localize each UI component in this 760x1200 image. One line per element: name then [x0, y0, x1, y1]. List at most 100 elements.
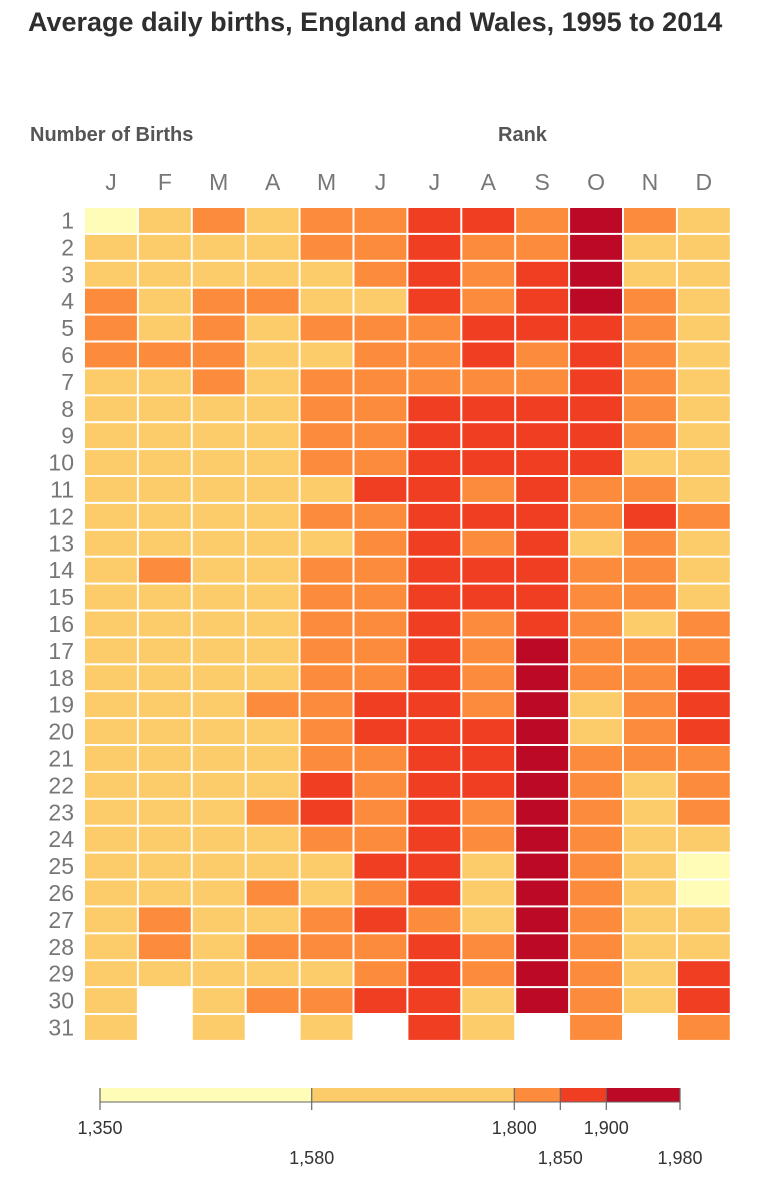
heatmap-cell: [516, 530, 569, 556]
heatmap-cell: [677, 477, 730, 502]
heatmap-cell: [300, 826, 353, 852]
heatmap-cell: [408, 772, 461, 798]
heatmap-cell: [138, 638, 191, 664]
heatmap-cell: [677, 719, 730, 744]
heatmap-cell: [192, 423, 245, 449]
heatmap-cell: [516, 799, 569, 825]
heatmap-cell: [462, 530, 515, 556]
heatmap-cell: [300, 288, 353, 314]
heatmap-cell: [85, 853, 137, 879]
heatmap-cell: [354, 423, 407, 449]
heatmap-cell: [677, 557, 730, 583]
heatmap-cell: [85, 530, 137, 556]
heatmap-cell: [516, 450, 569, 475]
heatmap-cell: [192, 315, 245, 341]
heatmap-cell: [408, 611, 461, 637]
heatmap-cell: [570, 853, 622, 879]
heatmap-cell: [516, 208, 569, 233]
heatmap-cell: [192, 692, 245, 718]
heatmap-cell: [192, 772, 245, 798]
day-label: 5: [61, 315, 74, 341]
day-label: 15: [48, 584, 74, 610]
heatmap-cell: [408, 934, 461, 960]
heatmap-cell: [624, 288, 676, 314]
heatmap-cell: [354, 772, 407, 798]
heatmap-cell: [677, 611, 730, 637]
heatmap-cell: [138, 907, 191, 933]
legend-swatch: [560, 1088, 607, 1102]
heatmap-cell: [192, 584, 245, 610]
heatmap-cell: [354, 961, 407, 987]
heatmap-cell: [354, 934, 407, 960]
heatmap-cell: [462, 477, 515, 502]
heatmap-cell: [192, 369, 245, 395]
heatmap-cell: [408, 853, 461, 879]
heatmap-cell: [677, 853, 730, 879]
heatmap-cell: [624, 826, 676, 852]
day-label: 29: [48, 961, 74, 987]
heatmap-cell: [246, 907, 299, 933]
heatmap-cell: [677, 288, 730, 314]
heatmap-cell: [516, 907, 569, 933]
heatmap-cell: [462, 369, 515, 395]
number-of-births-label: Number of Births: [30, 124, 194, 146]
heatmap-cell: [138, 396, 191, 422]
heatmap-cell: [408, 369, 461, 395]
heatmap-cell: [192, 503, 245, 529]
heatmap-cell: [624, 799, 676, 825]
heatmap-cell: [300, 665, 353, 691]
month-label: S: [534, 169, 549, 195]
heatmap-cell: [624, 961, 676, 987]
day-label: 30: [48, 988, 74, 1014]
heatmap-cell: [354, 746, 407, 771]
heatmap-cell: [624, 450, 676, 475]
heatmap-cell: [354, 880, 407, 906]
heatmap-cell: [570, 530, 622, 556]
heatmap-cell: [192, 988, 245, 1013]
heatmap-cell: [462, 880, 515, 906]
heatmap-cell: [85, 988, 137, 1013]
heatmap-cell: [138, 665, 191, 691]
heatmap-cell: [408, 799, 461, 825]
heatmap-cell: [570, 288, 622, 314]
heatmap-cell: [408, 423, 461, 449]
month-label: J: [429, 169, 441, 195]
heatmap-cell: [300, 234, 353, 260]
heatmap-cell: [570, 423, 622, 449]
heatmap-cell: [624, 746, 676, 771]
heatmap-cell: [624, 719, 676, 744]
heatmap-cell: [570, 772, 622, 798]
heatmap-cell: [516, 611, 569, 637]
heatmap-cell: [677, 503, 730, 529]
heatmap-cell: [408, 961, 461, 987]
heatmap-cell: [192, 826, 245, 852]
heatmap-cells: [85, 208, 730, 1040]
heatmap-cell: [624, 369, 676, 395]
heatmap-cell: [246, 853, 299, 879]
heatmap-cell: [516, 665, 569, 691]
heatmap-cell: [408, 719, 461, 744]
heatmap-cell: [462, 396, 515, 422]
heatmap-cell: [462, 826, 515, 852]
heatmap-cell: [138, 208, 191, 233]
heatmap-cell: [677, 934, 730, 960]
day-label: 3: [61, 261, 74, 287]
heatmap-cell: [408, 396, 461, 422]
heatmap-cell: [138, 261, 191, 287]
legend-tick-label: 1,850: [538, 1148, 583, 1168]
day-label: 9: [61, 423, 74, 449]
heatmap-cell: [85, 450, 137, 475]
heatmap-cell: [570, 934, 622, 960]
heatmap-cell: [408, 988, 461, 1013]
heatmap-cell: [570, 907, 622, 933]
heatmap-cell: [516, 369, 569, 395]
month-label: A: [265, 169, 281, 195]
heatmap-cell: [246, 692, 299, 718]
heatmap-cell: [677, 772, 730, 798]
heatmap-cell: [677, 799, 730, 825]
heatmap-cell: [570, 880, 622, 906]
heatmap-cell: [677, 234, 730, 260]
heatmap-cell: [624, 315, 676, 341]
heatmap-cell: [408, 315, 461, 341]
heatmap-cell: [677, 261, 730, 287]
